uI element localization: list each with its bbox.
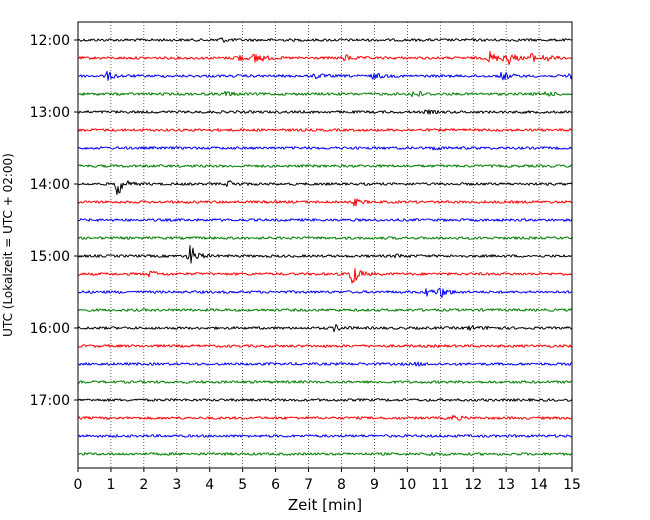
y-tick-label: 12:00	[30, 33, 70, 49]
seismic-trace	[77, 344, 573, 348]
x-tick-label: 10	[398, 477, 416, 493]
x-tick-label: 14	[530, 477, 548, 493]
seismic-trace	[77, 70, 573, 81]
x-tick-label: 4	[205, 477, 214, 493]
x-tick-label: 6	[271, 477, 280, 493]
plot-frame	[77, 21, 573, 469]
seismic-trace	[77, 245, 573, 264]
seismic-trace	[77, 37, 573, 43]
seismic-trace	[77, 380, 573, 384]
x-tick-label: 13	[497, 477, 515, 493]
x-tick-label: 8	[337, 477, 346, 493]
y-tick-label: 15:00	[30, 249, 70, 265]
seismic-trace	[77, 90, 573, 98]
x-tick-label: 9	[370, 477, 379, 493]
seismic-trace	[77, 287, 573, 298]
y-tick-label: 16:00	[30, 321, 70, 337]
x-tick-label: 1	[106, 477, 115, 493]
x-tick-label: 7	[304, 477, 313, 493]
x-tick-label: 12	[464, 477, 482, 493]
plot-background	[78, 22, 572, 468]
seismic-trace	[77, 268, 573, 284]
y-tick-label: 17:00	[30, 393, 70, 409]
x-tick-label: 11	[431, 477, 449, 493]
y-tick-label: 14:00	[30, 177, 70, 193]
seismic-trace	[77, 218, 573, 222]
seismic-trace	[77, 361, 573, 367]
seismic-trace	[77, 146, 572, 151]
x-tick-label: 2	[139, 477, 148, 493]
seismic-trace	[77, 164, 573, 168]
trace-layer	[77, 37, 573, 457]
seismic-trace	[77, 109, 573, 115]
x-axis-ticks: 0 1 2 3 4 5 6 7 8 9 10 11 12 13 14 15	[74, 468, 581, 493]
seismic-trace	[77, 434, 573, 438]
seismic-trace	[77, 236, 573, 240]
x-tick-label: 5	[238, 477, 247, 493]
seismic-trace	[77, 180, 573, 195]
x-tick-label: 3	[172, 477, 181, 493]
seismic-trace	[77, 50, 573, 65]
seismic-trace	[77, 324, 573, 333]
y-axis-ticks: 12:00 13:00 14:00 15:00 16:00 17:00	[30, 33, 78, 409]
y-axis-label: UTC (Lokalzeit = UTC + 02:00)	[1, 153, 15, 337]
seismic-trace	[77, 308, 573, 312]
seismic-trace	[77, 128, 573, 132]
seismic-trace	[77, 451, 573, 457]
seismic-trace	[77, 398, 573, 402]
seismic-trace	[77, 198, 572, 207]
x-axis-label: Zeit [min]	[288, 496, 362, 514]
seismic-trace	[77, 414, 573, 421]
y-tick-label: 13:00	[30, 105, 70, 121]
x-tick-label: 15	[563, 477, 581, 493]
x-tick-label: 0	[74, 477, 83, 493]
